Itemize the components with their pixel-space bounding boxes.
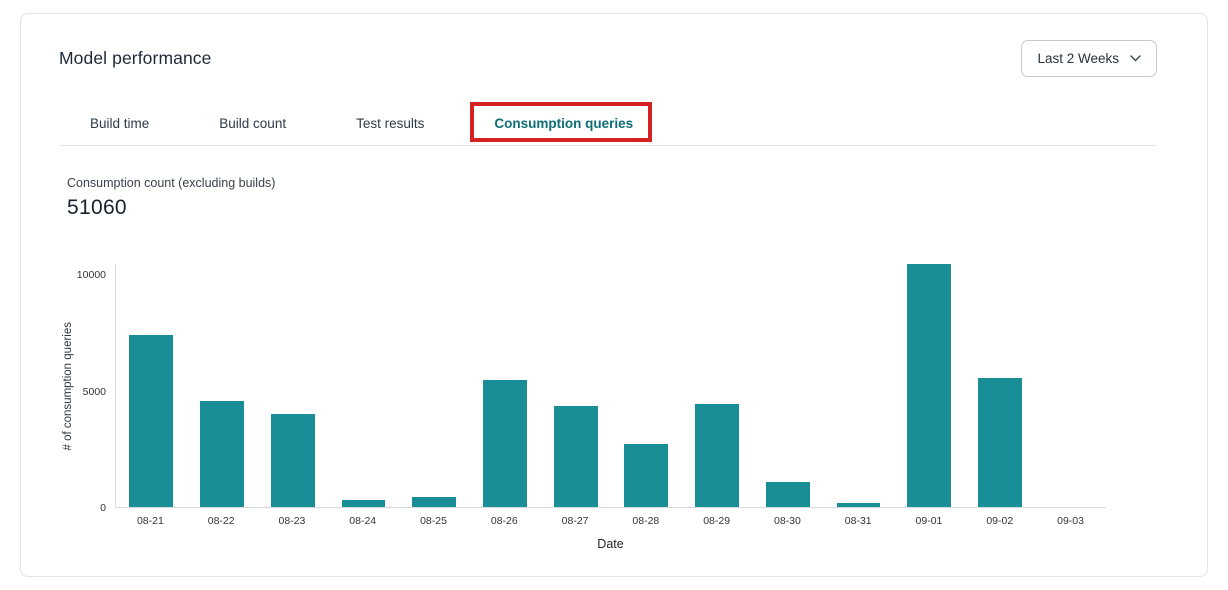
x-tick-08-21: 08-21 xyxy=(136,515,164,527)
x-tick-09-03: 09-03 xyxy=(1057,515,1084,527)
card-header: Model performance Last 2 Weeks xyxy=(21,14,1207,77)
x-tick-08-22: 08-22 xyxy=(207,515,235,527)
bar-08-29[interactable] xyxy=(695,403,740,507)
bar-08-27[interactable] xyxy=(553,405,598,507)
consumption-queries-chart: # of consumption queries 0 5000 10000 08-2… xyxy=(59,264,1157,551)
y-axis-ticks: 0 5000 10000 xyxy=(76,264,115,514)
bar-slot-09-02 xyxy=(965,264,1036,507)
bar-slot-08-30 xyxy=(752,264,823,507)
x-tick-08-29: 08-29 xyxy=(703,515,731,527)
x-tick-08-31: 08-31 xyxy=(844,515,872,527)
tab-label: Test results xyxy=(356,116,425,131)
page-title: Model performance xyxy=(59,48,212,68)
plot-column: 08-21 08-22 08-23 08-24 08-25 08-26 08-27 08-28… xyxy=(115,264,1106,551)
bar-08-26[interactable] xyxy=(483,379,527,507)
bar-slot-09-01 xyxy=(894,264,965,507)
x-axis-title: Date xyxy=(597,537,624,551)
x-tick-08-24: 08-24 xyxy=(349,515,377,527)
tab-label: Consumption queries xyxy=(494,116,634,131)
tab-test-results[interactable]: Test results xyxy=(344,106,436,145)
bar-09-01[interactable] xyxy=(907,264,952,507)
bar-slot-08-23 xyxy=(257,264,328,507)
x-tick-08-30: 08-30 xyxy=(773,515,801,527)
x-tick-08-26: 08-26 xyxy=(490,515,518,527)
x-tick-08-25: 08-25 xyxy=(420,515,447,527)
date-range-dropdown[interactable]: Last 2 Weeks xyxy=(1021,40,1157,77)
metric-label: Consumption count (excluding builds) xyxy=(67,176,276,190)
x-tick-08-27: 08-27 xyxy=(561,515,589,527)
plot-area xyxy=(115,264,1106,508)
bar-08-23[interactable] xyxy=(270,414,315,507)
x-tick-08-28: 08-28 xyxy=(632,515,660,527)
bar-slot-08-29 xyxy=(682,264,753,507)
x-tick-09-01: 09-01 xyxy=(915,515,943,527)
bar-08-24[interactable] xyxy=(341,499,386,507)
model-performance-card: Model performance Last 2 Weeks Build tim… xyxy=(20,13,1208,577)
tab-label: Build time xyxy=(90,116,150,131)
metric-block: Consumption count (excluding builds) 510… xyxy=(67,176,1207,220)
x-tick-08-23: 08-23 xyxy=(278,515,306,527)
x-tick-09-02: 09-02 xyxy=(986,515,1014,527)
y-tick-5000: 5000 xyxy=(82,385,106,398)
bar-slot-08-21 xyxy=(116,264,187,507)
bar-slot-09-03 xyxy=(1035,264,1106,507)
bar-09-02[interactable] xyxy=(978,377,1022,507)
y-axis-title: # of consumption queries xyxy=(62,321,74,451)
bar-08-21[interactable] xyxy=(129,334,174,507)
chevron-down-icon xyxy=(1130,55,1141,62)
tab-bar: Build time Build count Test results Cons… xyxy=(59,102,1157,146)
bar-slot-08-28 xyxy=(611,264,682,507)
tab-build-time[interactable]: Build time xyxy=(78,106,161,145)
date-range-value: Last 2 Weeks xyxy=(1037,51,1119,66)
bar-08-31[interactable] xyxy=(836,502,881,507)
bar-slot-08-31 xyxy=(823,264,894,507)
bar-slot-08-24 xyxy=(328,264,399,507)
y-tick-10000: 10000 xyxy=(76,269,106,282)
bar-08-25[interactable] xyxy=(412,497,457,507)
tab-build-count[interactable]: Build count xyxy=(207,106,298,145)
tab-consumption-queries[interactable]: Consumption queries xyxy=(470,102,653,145)
chart-body: # of consumption queries 0 5000 10000 08-2… xyxy=(59,264,1106,551)
tab-label: Build count xyxy=(219,116,287,131)
bar-08-30[interactable] xyxy=(765,481,810,507)
y-axis-label-column: # of consumption queries xyxy=(59,264,77,508)
y-tick-0: 0 xyxy=(100,502,106,514)
x-axis-ticks: 08-21 08-22 08-23 08-24 08-25 08-26 08-27 08-28… xyxy=(115,515,1106,527)
bar-slot-08-22 xyxy=(187,264,258,507)
metric-value: 51060 xyxy=(67,196,127,219)
bar-slot-08-26 xyxy=(470,264,541,507)
bar-08-28[interactable] xyxy=(624,444,669,507)
bar-slot-08-27 xyxy=(540,264,611,507)
bar-slot-08-25 xyxy=(399,264,470,507)
bar-08-22[interactable] xyxy=(200,401,244,507)
